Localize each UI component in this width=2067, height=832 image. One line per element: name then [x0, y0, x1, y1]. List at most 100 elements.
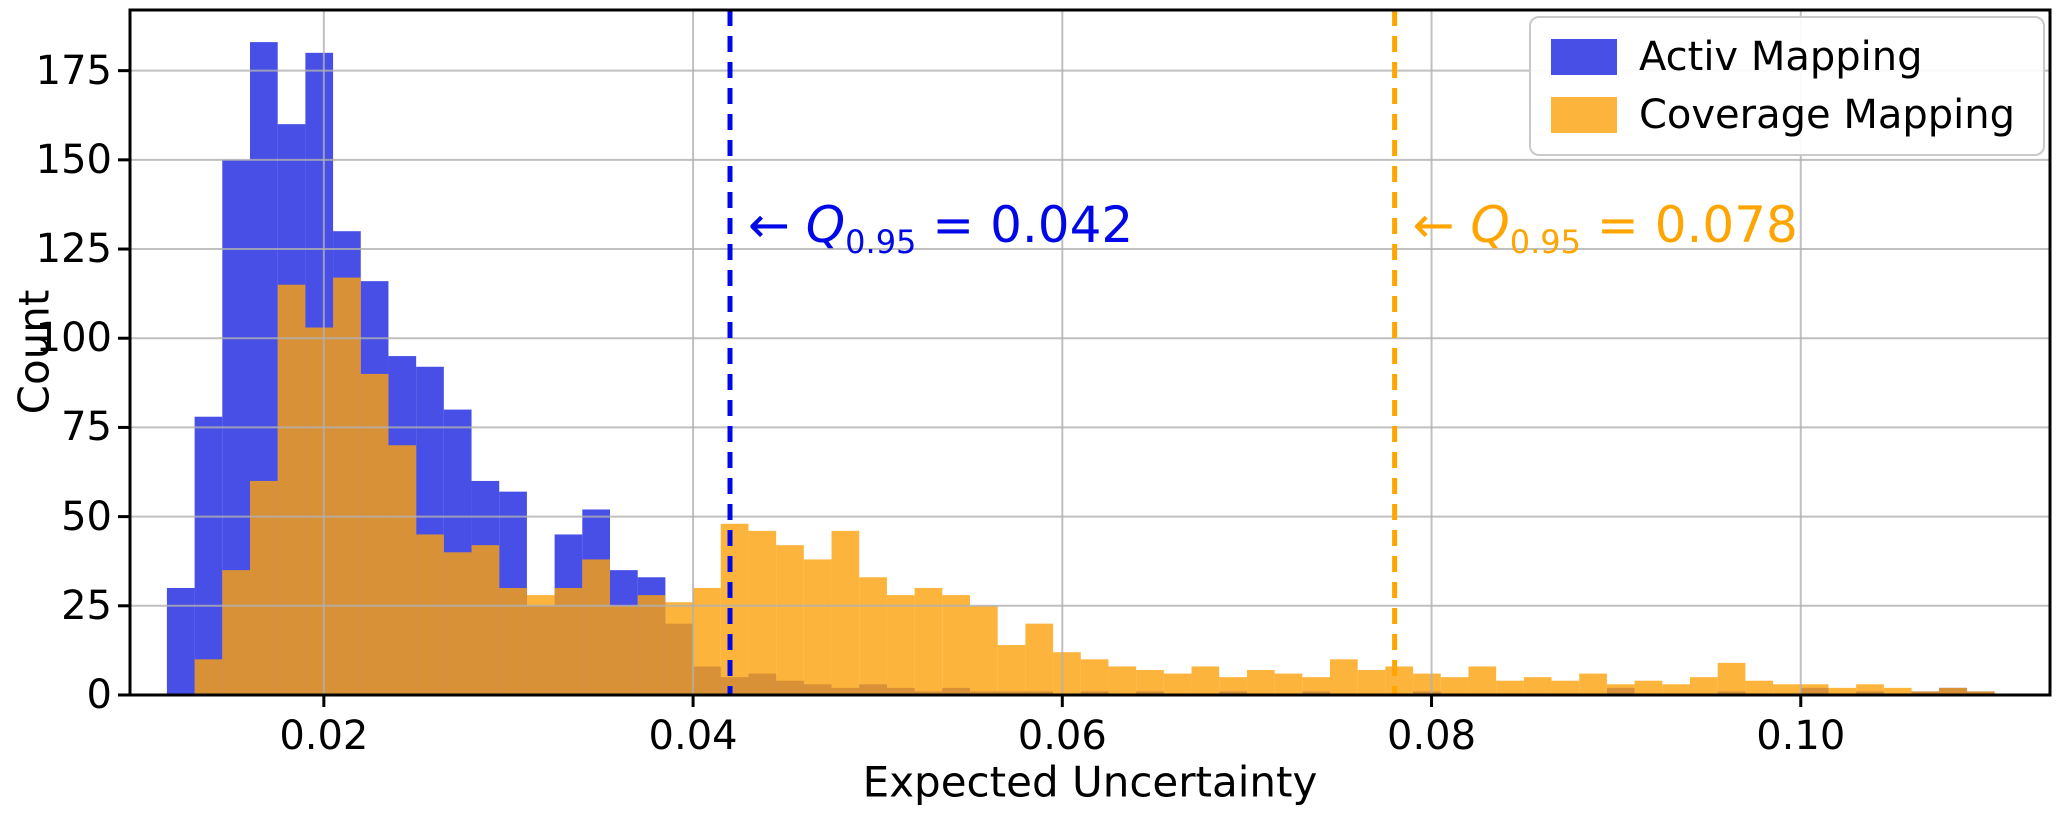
histogram-bar — [554, 587, 583, 695]
histogram-bar — [942, 595, 970, 695]
quantile-annotation-blue: ← Q0.95 = 0.042 — [748, 196, 1133, 261]
left-arrow-icon: ← — [1412, 196, 1471, 254]
histogram-bar — [1413, 673, 1441, 695]
histogram-bar — [776, 545, 804, 695]
histogram-bar — [194, 659, 223, 695]
legend-swatch-coverage-mapping — [1550, 97, 1617, 133]
histogram-bar — [582, 559, 610, 695]
legend-label-coverage-mapping: Coverage Mapping — [1638, 92, 2015, 138]
histogram-bar — [1080, 659, 1109, 695]
histogram-bar — [1219, 677, 1247, 695]
quantile-subscript: 0.95 — [845, 223, 917, 261]
x-axis-label: Expected Uncertainty — [862, 757, 1318, 807]
histogram-bar — [250, 480, 278, 695]
histogram-bar — [1634, 680, 1663, 695]
histogram-bar — [637, 595, 666, 695]
y-tick-label: 50 — [61, 493, 112, 540]
histogram-bar — [831, 530, 860, 695]
histogram-bar — [1357, 670, 1386, 695]
x-tick-label: 0.04 — [648, 713, 738, 759]
histogram-bar — [416, 534, 444, 695]
legend-entry-coverage-mapping: Coverage Mapping — [1550, 92, 2015, 138]
histogram-bar — [886, 595, 915, 695]
histogram-bar — [970, 605, 998, 695]
histogram-bar — [1163, 673, 1192, 695]
histogram-bar — [914, 587, 943, 695]
histogram-bar — [443, 552, 472, 695]
histogram-bar — [665, 602, 694, 695]
histogram-bar — [1579, 673, 1607, 695]
histogram-bar — [1440, 677, 1469, 695]
histogram-bar — [1468, 666, 1497, 695]
histogram-bar — [277, 284, 306, 695]
histogram-bar — [610, 605, 638, 695]
y-tick-label: 100 — [35, 315, 112, 362]
histogram-bar — [388, 445, 417, 695]
histogram-bar — [499, 587, 527, 695]
legend: Activ Mapping Coverage Mapping — [1528, 16, 2045, 156]
quantile-value: = 0.078 — [1581, 196, 1798, 254]
quantile-symbol: Q — [805, 196, 846, 254]
histogram-bar — [1025, 623, 1054, 695]
histogram-bar — [1136, 670, 1164, 695]
quantile-value: = 0.042 — [916, 196, 1134, 254]
histogram-bar — [1274, 673, 1303, 695]
histogram-bar — [1856, 684, 1884, 695]
histogram-bar — [1773, 684, 1801, 695]
histogram-bar — [1496, 680, 1524, 695]
histogram-bar — [471, 545, 500, 695]
histogram-bar — [1828, 687, 1857, 695]
quantile-symbol: Q — [1470, 196, 1510, 254]
y-tick-label: 0 — [86, 672, 112, 718]
histogram-bar — [1108, 666, 1137, 695]
x-tick-label: 0.06 — [1017, 713, 1107, 759]
histogram-bar — [748, 530, 777, 695]
histogram-bar — [997, 645, 1026, 695]
histogram-bar — [1966, 691, 1995, 695]
histogram-bar — [1800, 684, 1829, 695]
histogram-bar — [1551, 680, 1580, 695]
histogram-bar — [194, 416, 223, 695]
x-tick-label: 0.10 — [1756, 713, 1846, 759]
histogram-bar — [720, 523, 749, 695]
histogram-bar — [333, 277, 361, 695]
quantile-annotation-orange: ← Q0.95 = 0.078 — [1413, 196, 1798, 261]
histogram-bar — [1302, 677, 1330, 695]
histogram-bar — [305, 327, 334, 695]
histogram-bar — [1883, 687, 1912, 695]
legend-label-activ-mapping: Activ Mapping — [1638, 34, 1923, 80]
y-tick-label: 25 — [61, 582, 112, 629]
histogram-bar — [1606, 684, 1635, 695]
histogram-bar — [360, 373, 389, 695]
y-tick-label: 175 — [35, 47, 112, 94]
quantile-subscript: 0.95 — [1509, 223, 1582, 261]
histogram-bar — [526, 595, 555, 695]
y-tick-label: 150 — [35, 136, 112, 183]
histogram-bar — [1690, 677, 1718, 695]
histogram-bar — [1385, 666, 1414, 695]
histogram-bar — [166, 587, 195, 695]
histogram-bar — [1911, 691, 1940, 695]
histogram-bar — [1053, 652, 1081, 695]
histogram-bar — [859, 577, 887, 695]
histogram-bar — [1523, 677, 1552, 695]
y-tick-label: 75 — [61, 404, 112, 451]
legend-swatch-activ-mapping — [1550, 39, 1617, 75]
x-tick-label: 0.02 — [279, 713, 369, 759]
histogram-bar — [693, 587, 721, 695]
x-tick-label: 0.08 — [1387, 713, 1477, 759]
histogram-bar — [1662, 684, 1690, 695]
histogram-bar — [1191, 666, 1220, 695]
plot-border — [128, 8, 2052, 697]
y-tick-label: 125 — [35, 226, 112, 273]
histogram-bar — [1939, 687, 1967, 695]
left-arrow-icon: ← — [748, 196, 806, 254]
histogram-bar — [1330, 659, 1358, 695]
histogram-bar — [803, 559, 832, 695]
histogram-bar — [1717, 662, 1746, 695]
legend-entry-activ-mapping: Activ Mapping — [1550, 34, 2015, 80]
histogram-bar — [1745, 680, 1774, 695]
histogram-bar — [222, 570, 250, 695]
